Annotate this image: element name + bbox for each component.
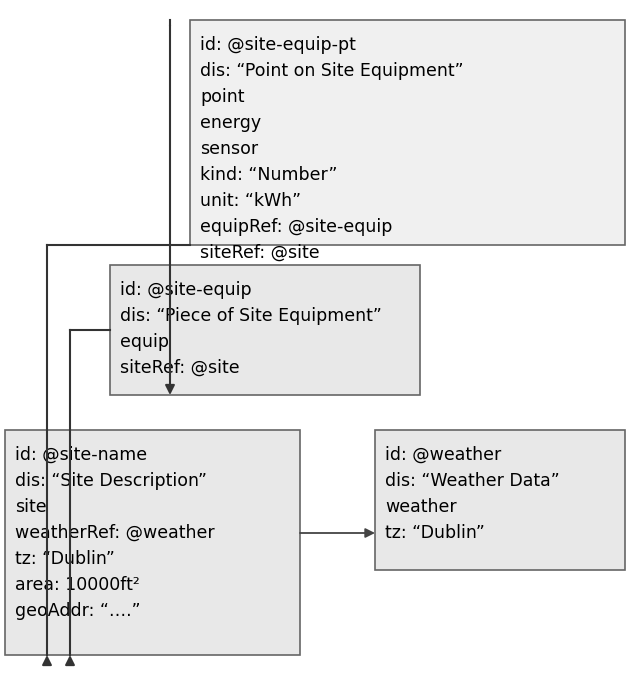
Text: id: @site-equip-pt: id: @site-equip-pt: [200, 36, 356, 54]
Bar: [5, 430, 300, 655]
Text: dis: “Point on Site Equipment”: dis: “Point on Site Equipment”: [200, 62, 463, 80]
Text: dis: “Weather Data”: dis: “Weather Data”: [385, 472, 560, 490]
Text: unit: “kWh”: unit: “kWh”: [200, 192, 301, 210]
Text: dis: “Piece of Site Equipment”: dis: “Piece of Site Equipment”: [120, 307, 382, 325]
Text: point: point: [200, 88, 244, 106]
Text: equipRef: @site-equip: equipRef: @site-equip: [200, 218, 392, 236]
Text: weather: weather: [385, 498, 456, 516]
Text: weatherRef: @weather: weatherRef: @weather: [15, 524, 214, 542]
Text: geoAddr: “….”: geoAddr: “….”: [15, 602, 141, 620]
Text: equip: equip: [120, 333, 169, 351]
Text: area: 10000ft²: area: 10000ft²: [15, 576, 140, 594]
Bar: [110, 265, 420, 395]
Bar: [375, 430, 625, 570]
Text: id: @site-name: id: @site-name: [15, 446, 147, 464]
Text: site: site: [15, 498, 47, 516]
Text: energy: energy: [200, 114, 261, 132]
Text: kind: “Number”: kind: “Number”: [200, 166, 337, 184]
Text: dis: “Site Description”: dis: “Site Description”: [15, 472, 207, 490]
Text: id: @site-equip: id: @site-equip: [120, 281, 252, 299]
Text: tz: “Dublin”: tz: “Dublin”: [385, 524, 485, 542]
Text: sensor: sensor: [200, 140, 258, 158]
Text: tz: “Dublin”: tz: “Dublin”: [15, 550, 115, 568]
Text: id: @weather: id: @weather: [385, 446, 501, 464]
Text: siteRef: @site: siteRef: @site: [200, 244, 319, 262]
Text: siteRef: @site: siteRef: @site: [120, 359, 239, 377]
Bar: [190, 20, 625, 245]
